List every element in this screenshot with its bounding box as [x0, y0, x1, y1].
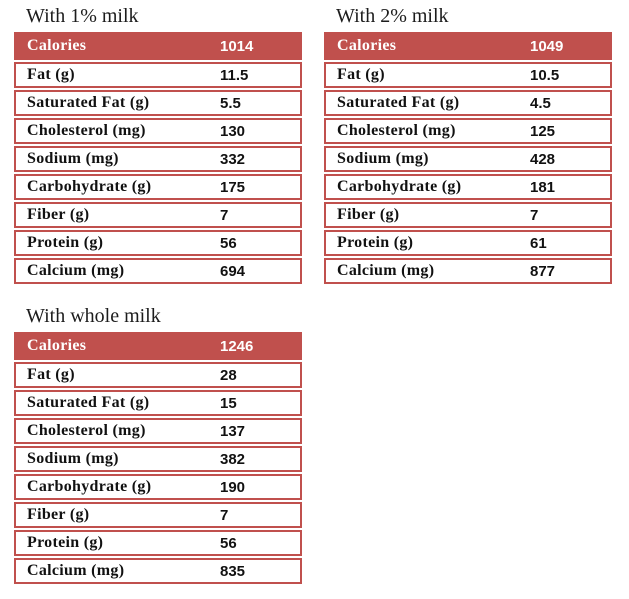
row-label: Protein (g): [27, 534, 104, 551]
row-value: 4.5: [530, 94, 551, 112]
row-value: 7: [220, 506, 229, 524]
row-label: Cholesterol (mg): [337, 122, 456, 139]
row-label: Fiber (g): [27, 206, 90, 223]
row-label: Calcium (mg): [27, 262, 125, 279]
table-row: Fat (g) 10.5: [324, 62, 612, 88]
row-value: 15: [220, 394, 237, 412]
table-row: Cholesterol (mg) 130: [14, 118, 302, 144]
table-row: Fat (g) 11.5: [14, 62, 302, 88]
row-label: Carbohydrate (g): [337, 178, 462, 195]
table-row: Sodium (mg) 428: [324, 146, 612, 172]
row-value: 877: [530, 262, 556, 280]
nutrition-table: Calories 1014 Fat (g) 11.5 Saturated Fat…: [14, 32, 302, 284]
row-label: Saturated Fat (g): [337, 94, 460, 111]
nutrition-table: Calories 1246 Fat (g) 28 Saturated Fat (…: [14, 332, 302, 584]
row-value: 130: [220, 122, 246, 140]
table-header-row: Calories 1014: [14, 32, 302, 60]
table-row: Fiber (g) 7: [14, 502, 302, 528]
row-value: 382: [220, 450, 246, 468]
row-value: 175: [220, 178, 246, 196]
table-row: Carbohydrate (g) 190: [14, 474, 302, 500]
table-with-whole-milk: With whole milk Calories 1246 Fat (g) 28…: [14, 304, 302, 586]
row-value: 428: [530, 150, 556, 168]
table-title: With 1% milk: [26, 5, 139, 27]
table-row: Fiber (g) 7: [324, 202, 612, 228]
table-title: With 2% milk: [336, 5, 449, 27]
row-label: Calcium (mg): [27, 562, 125, 579]
row-value: 125: [530, 122, 556, 140]
row-value: 694: [220, 262, 246, 280]
header-value: 1246: [220, 337, 254, 355]
table-title: With whole milk: [26, 305, 161, 327]
header-value: 1014: [220, 37, 254, 55]
table-row: Fat (g) 28: [14, 362, 302, 388]
row-label: Fiber (g): [27, 506, 90, 523]
table-row: Sodium (mg) 382: [14, 446, 302, 472]
table-with-2pct-milk: With 2% milk Calories 1049 Fat (g) 10.5 …: [324, 4, 612, 286]
row-value: 190: [220, 478, 246, 496]
row-label: Sodium (mg): [27, 450, 119, 467]
row-value: 835: [220, 562, 246, 580]
header-label: Calories: [27, 37, 87, 54]
table-row: Protein (g) 56: [14, 230, 302, 256]
row-value: 7: [220, 206, 229, 224]
table-row: Protein (g) 56: [14, 530, 302, 556]
table-row: Calcium (mg) 877: [324, 258, 612, 284]
row-label: Fiber (g): [337, 206, 400, 223]
row-label: Protein (g): [337, 234, 414, 251]
table-header-row: Calories 1246: [14, 332, 302, 360]
row-value: 332: [220, 150, 246, 168]
table-row: Saturated Fat (g) 15: [14, 390, 302, 416]
table-header-row: Calories 1049: [324, 32, 612, 60]
row-label: Cholesterol (mg): [27, 122, 146, 139]
table-row: Calcium (mg) 694: [14, 258, 302, 284]
row-label: Sodium (mg): [337, 150, 429, 167]
row-label: Saturated Fat (g): [27, 394, 150, 411]
row-label: Fat (g): [27, 366, 75, 383]
row-value: 61: [530, 234, 547, 252]
row-value: 181: [530, 178, 556, 196]
table-row: Carbohydrate (g) 175: [14, 174, 302, 200]
row-value: 28: [220, 366, 237, 384]
table-row: Saturated Fat (g) 4.5: [324, 90, 612, 116]
table-row: Carbohydrate (g) 181: [324, 174, 612, 200]
header-value: 1049: [530, 37, 564, 55]
row-label: Calcium (mg): [337, 262, 435, 279]
row-label: Protein (g): [27, 234, 104, 251]
table-row: Cholesterol (mg) 137: [14, 418, 302, 444]
table-row: Cholesterol (mg) 125: [324, 118, 612, 144]
row-value: 10.5: [530, 66, 560, 84]
row-label: Fat (g): [337, 66, 385, 83]
header-label: Calories: [337, 37, 397, 54]
row-label: Cholesterol (mg): [27, 422, 146, 439]
row-label: Fat (g): [27, 66, 75, 83]
row-label: Carbohydrate (g): [27, 178, 152, 195]
row-value: 137: [220, 422, 246, 440]
row-label: Saturated Fat (g): [27, 94, 150, 111]
row-label: Sodium (mg): [27, 150, 119, 167]
table-row: Sodium (mg) 332: [14, 146, 302, 172]
row-value: 11.5: [220, 66, 249, 84]
table-row: Protein (g) 61: [324, 230, 612, 256]
nutrition-table: Calories 1049 Fat (g) 10.5 Saturated Fat…: [324, 32, 612, 284]
row-value: 56: [220, 534, 237, 552]
table-row: Fiber (g) 7: [14, 202, 302, 228]
table-with-1pct-milk: With 1% milk Calories 1014 Fat (g) 11.5 …: [14, 4, 302, 286]
header-label: Calories: [27, 337, 87, 354]
row-value: 56: [220, 234, 237, 252]
table-row: Saturated Fat (g) 5.5: [14, 90, 302, 116]
table-row: Calcium (mg) 835: [14, 558, 302, 584]
row-value: 7: [530, 206, 539, 224]
row-value: 5.5: [220, 94, 241, 112]
row-label: Carbohydrate (g): [27, 478, 152, 495]
